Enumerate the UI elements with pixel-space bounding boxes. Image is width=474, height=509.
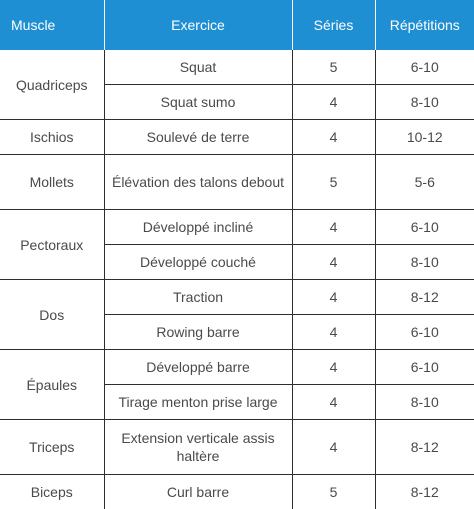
- sets-cell: 4: [292, 420, 375, 475]
- exercise-cell: Curl barre: [104, 475, 292, 509]
- table-row: Pectoraux Développé incliné 4 6-10: [0, 210, 474, 245]
- reps-cell: 6-10: [375, 50, 474, 85]
- sets-cell: 4: [292, 120, 375, 155]
- table-row: Ischios Soulevé de terre 4 10-12: [0, 120, 474, 155]
- exercise-cell: Développé incliné: [104, 210, 292, 245]
- header-sets: Séries: [292, 0, 375, 50]
- table-row: Triceps Extension verticale assis haltèr…: [0, 420, 474, 475]
- sets-cell: 5: [292, 155, 375, 210]
- table-row: Épaules Développé barre 4 6-10: [0, 350, 474, 385]
- table-row: Mollets Élévation des talons debout 5 5-…: [0, 155, 474, 210]
- reps-cell: 5-6: [375, 155, 474, 210]
- table-row: Biceps Curl barre 5 8-12: [0, 475, 474, 509]
- muscle-cell: Ischios: [0, 120, 104, 155]
- sets-cell: 4: [292, 85, 375, 120]
- exercise-cell: Élévation des talons debout: [104, 155, 292, 210]
- sets-cell: 5: [292, 50, 375, 85]
- reps-cell: 8-12: [375, 420, 474, 475]
- reps-cell: 6-10: [375, 210, 474, 245]
- sets-cell: 4: [292, 280, 375, 315]
- exercise-cell: Développé barre: [104, 350, 292, 385]
- muscle-cell: Mollets: [0, 155, 104, 210]
- muscle-cell: Quadriceps: [0, 50, 104, 120]
- reps-cell: 8-10: [375, 85, 474, 120]
- header-reps: Répétitions: [375, 0, 474, 50]
- reps-cell: 8-10: [375, 245, 474, 280]
- reps-cell: 10-12: [375, 120, 474, 155]
- muscle-cell: Épaules: [0, 350, 104, 420]
- exercise-cell: Traction: [104, 280, 292, 315]
- exercise-cell: Développé couché: [104, 245, 292, 280]
- exercise-cell: Soulevé de terre: [104, 120, 292, 155]
- exercise-cell: Rowing barre: [104, 315, 292, 350]
- table-row: Quadriceps Squat 5 6-10: [0, 50, 474, 85]
- sets-cell: 4: [292, 245, 375, 280]
- reps-cell: 6-10: [375, 350, 474, 385]
- exercise-cell: Squat: [104, 50, 292, 85]
- sets-cell: 5: [292, 475, 375, 509]
- sets-cell: 4: [292, 315, 375, 350]
- exercise-cell: Squat sumo: [104, 85, 292, 120]
- muscle-cell: Pectoraux: [0, 210, 104, 280]
- exercise-cell: Extension verticale assis haltère: [104, 420, 292, 475]
- muscle-cell: Biceps: [0, 475, 104, 509]
- reps-cell: 8-12: [375, 280, 474, 315]
- header-muscle: Muscle: [0, 0, 104, 50]
- reps-cell: 8-12: [375, 475, 474, 509]
- sets-cell: 4: [292, 210, 375, 245]
- table-row: Dos Traction 4 8-12: [0, 280, 474, 315]
- header-row: Muscle Exercice Séries Répétitions: [0, 0, 474, 50]
- reps-cell: 6-10: [375, 315, 474, 350]
- table-body: Quadriceps Squat 5 6-10 Squat sumo 4 8-1…: [0, 50, 474, 509]
- muscle-cell: Triceps: [0, 420, 104, 475]
- header-exercise: Exercice: [104, 0, 292, 50]
- sets-cell: 4: [292, 350, 375, 385]
- sets-cell: 4: [292, 385, 375, 420]
- reps-cell: 8-10: [375, 385, 474, 420]
- table-header: Muscle Exercice Séries Répétitions: [0, 0, 474, 50]
- exercise-cell: Tirage menton prise large: [104, 385, 292, 420]
- muscle-cell: Dos: [0, 280, 104, 350]
